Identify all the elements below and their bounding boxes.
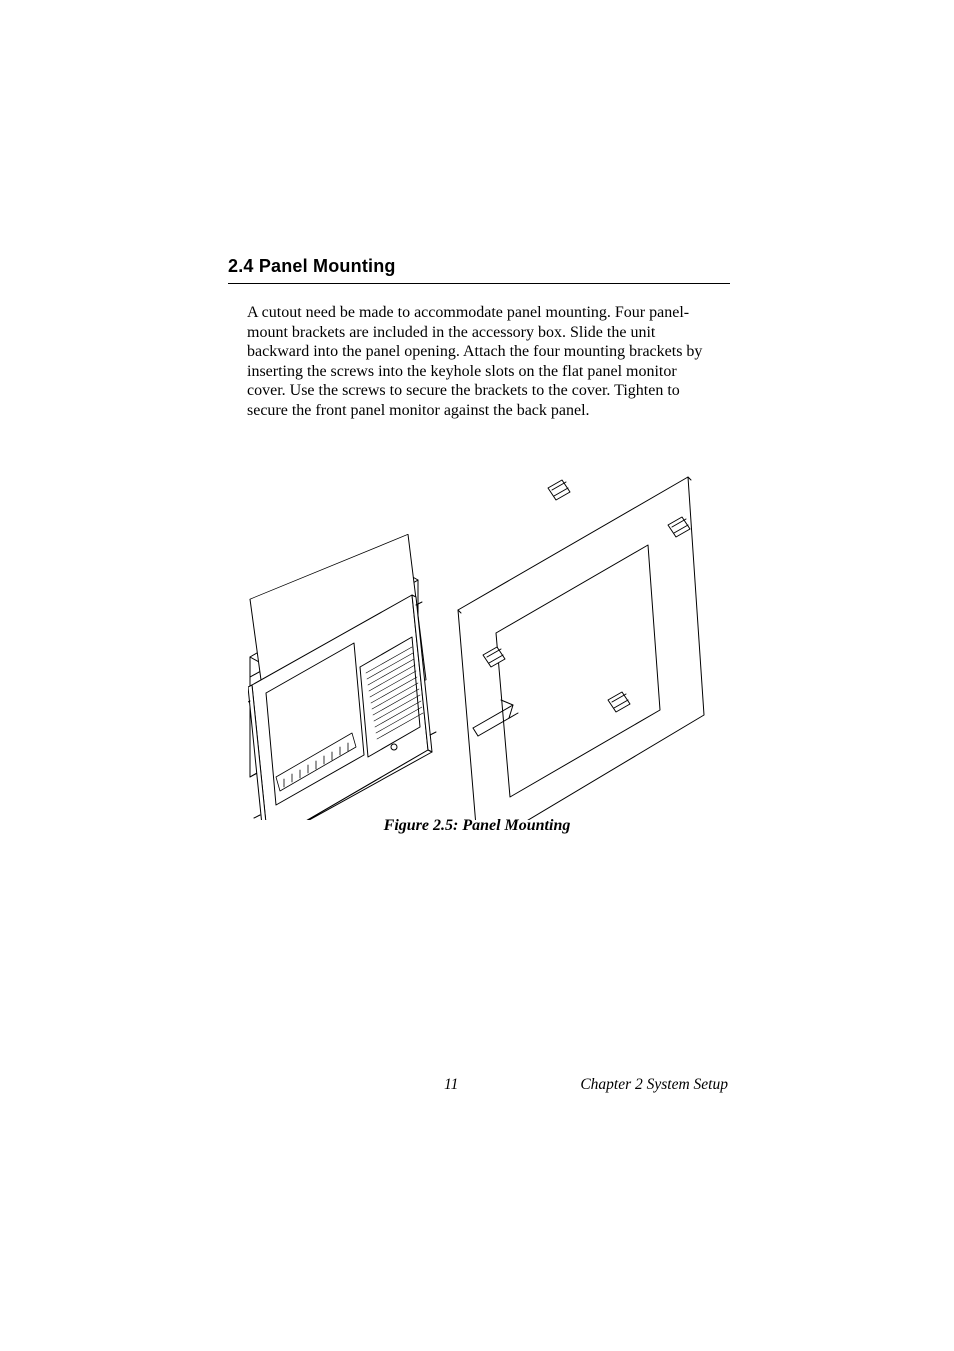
heading-underline xyxy=(228,283,730,284)
section-heading: 2.4 Panel Mounting xyxy=(228,256,728,277)
document-page: 2.4 Panel Mounting A cutout need be made… xyxy=(0,0,954,1351)
figure-caption: Figure 2.5: Panel Mounting xyxy=(0,817,954,835)
section-heading-block: 2.4 Panel Mounting xyxy=(228,256,728,284)
monitor-unit xyxy=(248,534,436,820)
panel-mounting-diagram xyxy=(248,455,708,820)
body-paragraph: A cutout need be made to accommodate pan… xyxy=(247,303,711,420)
chapter-label: Chapter 2 System Setup xyxy=(580,1076,728,1094)
figure-panel-mounting xyxy=(248,455,708,820)
page-number: 11 xyxy=(444,1076,458,1094)
